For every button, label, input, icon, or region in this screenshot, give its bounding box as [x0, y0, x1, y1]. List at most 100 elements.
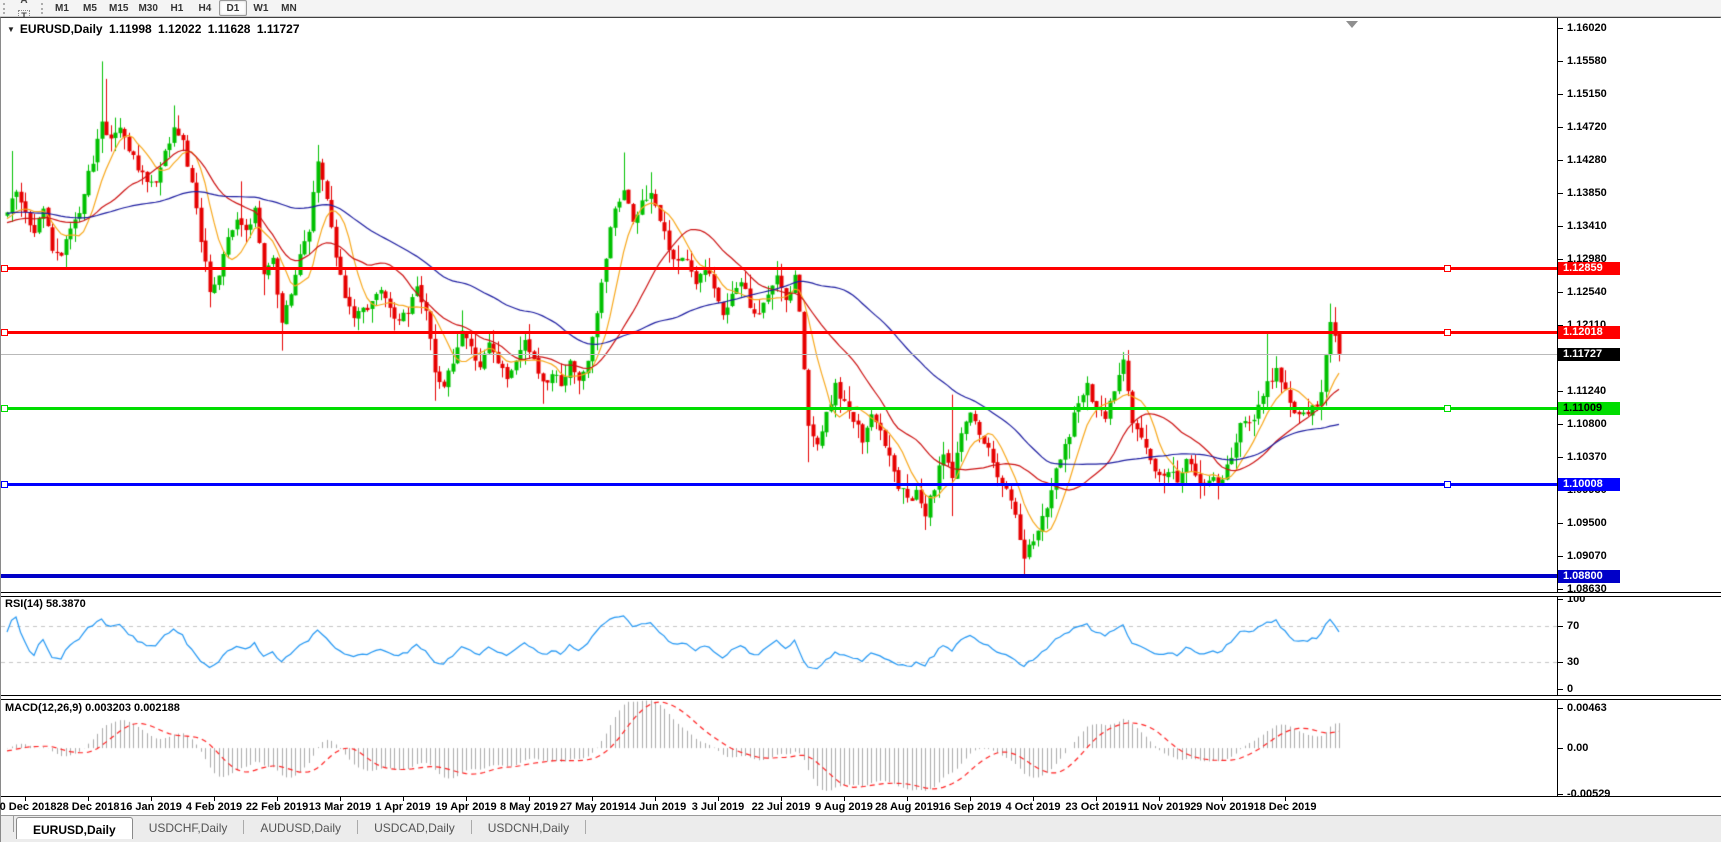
support-resistance-line-1.12018[interactable]	[1, 331, 1557, 334]
timeframe-button-w1[interactable]: W1	[253, 2, 269, 14]
chart-tab-usdcad[interactable]: USDCAD,Daily	[374, 820, 455, 835]
date-tick-mark	[529, 797, 530, 801]
price-tick-label: 1.09070	[1567, 550, 1607, 562]
support-resistance-line-1.08800[interactable]	[1, 574, 1557, 578]
line-handle[interactable]	[1444, 329, 1451, 336]
timeframe-button-h4[interactable]: H4	[198, 2, 212, 14]
date-tick-label: 29 Nov 2019	[1190, 801, 1254, 813]
date-tick-label: 3 Jul 2019	[691, 801, 745, 813]
date-tick-mark	[1096, 797, 1097, 801]
chart-title: ▼ EURUSD,Daily 1.11998 1.12022 1.11628 1.…	[7, 22, 303, 36]
timeframe-button-m5[interactable]: M5	[83, 2, 97, 14]
date-tick-mark	[781, 797, 782, 801]
toolbar-grip-2[interactable]	[41, 2, 43, 14]
support-resistance-line-1.11009[interactable]	[1, 407, 1557, 410]
line-handle[interactable]	[1, 405, 8, 412]
timeframe-button-m30[interactable]: M30	[138, 2, 158, 14]
date-tick-mark	[340, 797, 341, 801]
price-tick-mark	[1558, 28, 1563, 29]
collapse-triangle-icon[interactable]: ▼	[7, 25, 15, 34]
price-tick-mark	[1558, 325, 1563, 326]
support-resistance-line-1.10008[interactable]	[1, 483, 1557, 486]
timeframe-button-m15[interactable]: M15	[109, 2, 129, 14]
date-tick-label: 9 Aug 2019	[815, 801, 873, 813]
ohlc-high: 1.12022	[158, 22, 202, 36]
chart-tab-bar: EURUSD,Daily USDCHF,Daily AUDUSD,Daily USDC…	[1, 815, 1721, 842]
macd-level-label: 0.00	[1567, 742, 1589, 754]
timeframe-button-mn[interactable]: MN	[281, 2, 297, 14]
date-tick-mark	[403, 797, 404, 801]
price-tick-mark	[1558, 457, 1563, 458]
rsi-tick-mark	[1558, 626, 1563, 627]
chart-symbol: EURUSD,Daily	[19, 22, 103, 36]
line-price-tag: 1.12859	[1558, 262, 1620, 275]
timeframe-button-d1[interactable]: D1	[218, 0, 247, 16]
timeframe-button-m1[interactable]: M1	[55, 2, 69, 14]
date-tick-label: 14 Jun 2019	[623, 801, 687, 813]
price-tick-label: 1.09500	[1567, 517, 1607, 529]
price-tick-label: 1.14280	[1567, 154, 1607, 166]
line-handle[interactable]	[1444, 405, 1451, 412]
date-tick-mark	[655, 797, 656, 801]
tab-scroll-corner[interactable]	[1, 816, 14, 832]
date-tick-label: 23 Oct 2019	[1065, 801, 1127, 813]
chart-tab-usdchf[interactable]: USDCHF,Daily	[148, 820, 228, 835]
timeframe-button-h1[interactable]: H1	[170, 2, 184, 14]
macd-tick-mark	[1558, 748, 1563, 749]
price-tick-label: 1.12540	[1567, 286, 1607, 298]
line-handle[interactable]	[1, 329, 8, 336]
price-tick-label: 1.11240	[1567, 385, 1607, 397]
macd-tick-mark	[1558, 794, 1563, 795]
date-tick-mark	[1222, 797, 1223, 801]
date-tick-label: 11 Nov 2019	[1127, 801, 1191, 813]
chart-shift-marker[interactable]	[1345, 21, 1358, 28]
macd-panel-separator[interactable]	[1, 695, 1721, 700]
ohlc-low: 1.11628	[207, 22, 251, 36]
chart-tab-usdcnh[interactable]: USDCNH,Daily	[487, 820, 570, 835]
price-tick-label: 1.13410	[1567, 220, 1607, 232]
line-handle[interactable]	[1444, 265, 1451, 272]
line-price-tag: 1.10008	[1558, 478, 1620, 491]
date-tick-label: 4 Feb 2019	[185, 801, 243, 813]
rsi-panel-separator[interactable]	[1, 592, 1721, 597]
price-tick-mark	[1558, 424, 1563, 425]
date-tick-label: 28 Dec 2018	[56, 801, 120, 813]
line-handle[interactable]	[1, 265, 8, 272]
tab-separator	[357, 820, 359, 834]
price-tick-mark	[1558, 391, 1563, 392]
price-tick-mark	[1558, 226, 1563, 227]
ohlc-close: 1.11727	[256, 22, 300, 36]
rsi-indicator-label: RSI(14) 58.3870	[5, 598, 86, 610]
line-handle[interactable]	[1, 481, 8, 488]
date-tick-label: 19 Apr 2019	[435, 801, 497, 813]
toolbar-grip[interactable]	[3, 2, 5, 14]
ohlc-open: 1.11998	[108, 22, 152, 36]
price-tick-mark	[1558, 556, 1563, 557]
price-tick-mark	[1558, 523, 1563, 524]
line-price-tag: 1.11009	[1558, 402, 1620, 415]
price-tick-mark	[1558, 259, 1563, 260]
price-tick-mark	[1558, 292, 1563, 293]
rsi-level-label: 0	[1567, 683, 1574, 695]
date-tick-mark	[718, 797, 719, 801]
price-axis[interactable]: 1.16020 1.15580 1.15150 1.14720 1.14280 1.138…	[1557, 18, 1721, 800]
macd-level-label: 0.00463	[1567, 702, 1607, 714]
bid-price-line	[1, 354, 1557, 355]
support-resistance-line-1.12859[interactable]	[1, 267, 1557, 270]
price-tick-mark	[1558, 589, 1563, 590]
date-tick-mark	[1159, 797, 1160, 801]
date-tick-mark	[592, 797, 593, 801]
date-tick-mark	[907, 797, 908, 801]
price-tick-label: 1.10370	[1567, 451, 1607, 463]
date-tick-mark	[970, 797, 971, 801]
line-price-tag: 1.08800	[1558, 570, 1620, 583]
date-tick-label: 18 Dec 2019	[1253, 801, 1317, 813]
bid-price-tag: 1.11727	[1558, 348, 1620, 361]
date-tick-label: 22 Feb 2019	[245, 801, 309, 813]
chart-tab-audusd[interactable]: AUDUSD,Daily	[260, 820, 342, 835]
chart-tab-eurusd[interactable]: EURUSD,Daily	[16, 817, 133, 839]
date-tick-mark	[88, 797, 89, 801]
line-handle[interactable]	[1444, 481, 1451, 488]
font-a-icon[interactable]: A	[20, 0, 28, 6]
